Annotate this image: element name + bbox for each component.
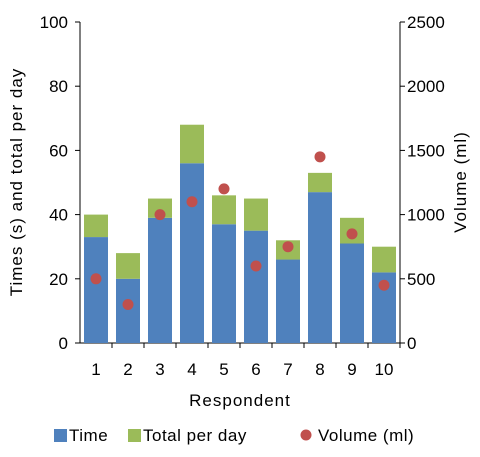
x-tick-label: 10 [375, 360, 394, 379]
bar-total-per-day [212, 195, 236, 225]
legend-label-time: Time [69, 426, 108, 445]
point-volume [250, 260, 262, 272]
bar-total-per-day [372, 246, 396, 273]
bar-time [340, 243, 364, 343]
y2-axis-title: Volume (ml) [451, 131, 470, 233]
point-volume [122, 298, 134, 310]
bar-total-per-day [84, 214, 108, 238]
point-volume [90, 273, 102, 285]
bar-time [276, 259, 300, 343]
y-tick-label: 60 [49, 141, 68, 160]
bar-total-per-day [308, 172, 332, 193]
y2-tick-label: 2500 [407, 13, 445, 32]
x-tick-label: 5 [219, 360, 228, 379]
legend-swatch-time [54, 429, 67, 442]
x-tick-label: 4 [187, 360, 196, 379]
point-volume [378, 279, 390, 291]
bar-time [244, 230, 268, 343]
legend: Time Total per day Volume (ml) [54, 426, 414, 445]
x-tick-label: 2 [123, 360, 132, 379]
x-tick-label: 3 [155, 360, 164, 379]
bar-total-per-day [116, 253, 140, 279]
y2-tick-label: 1000 [407, 206, 445, 225]
y-tick-label: 0 [59, 334, 68, 353]
legend-label-volume: Volume (ml) [318, 426, 414, 445]
legend-swatch-total-per-day [128, 429, 141, 442]
bar-time [212, 224, 236, 343]
bar-total-per-day [180, 124, 204, 164]
y2-tick-label: 1500 [407, 141, 445, 160]
point-volume [314, 151, 326, 163]
bar-time [116, 278, 140, 343]
bar-time [308, 192, 332, 343]
y-tick-label: 100 [40, 13, 68, 32]
bar-total-per-day [244, 198, 268, 231]
y2-tick-label: 0 [407, 334, 416, 353]
y-tick-label: 20 [49, 270, 68, 289]
point-volume [282, 241, 294, 253]
x-tick-label: 8 [315, 360, 324, 379]
bar-time [148, 217, 172, 343]
x-tick-label: 6 [251, 360, 260, 379]
y-tick-label: 80 [49, 77, 68, 96]
point-volume [346, 228, 358, 240]
y2-tick-label: 2000 [407, 77, 445, 96]
point-volume [154, 209, 166, 221]
legend-label-total-per-day: Total per day [143, 426, 247, 445]
bar-time [180, 163, 204, 343]
y2-tick-label: 500 [407, 270, 435, 289]
point-volume [186, 196, 198, 208]
x-tick-label: 9 [347, 360, 356, 379]
bar-total-per-day [148, 198, 172, 218]
x-axis-title: Respondent [189, 391, 291, 410]
x-tick-label: 1 [91, 360, 100, 379]
x-tick-label: 7 [283, 360, 292, 379]
point-volume [218, 183, 230, 195]
y-axis-title: Times (s) and total per day [7, 68, 26, 297]
legend-marker-volume [300, 429, 312, 441]
y-tick-label: 40 [49, 206, 68, 225]
bar-time [84, 237, 108, 343]
